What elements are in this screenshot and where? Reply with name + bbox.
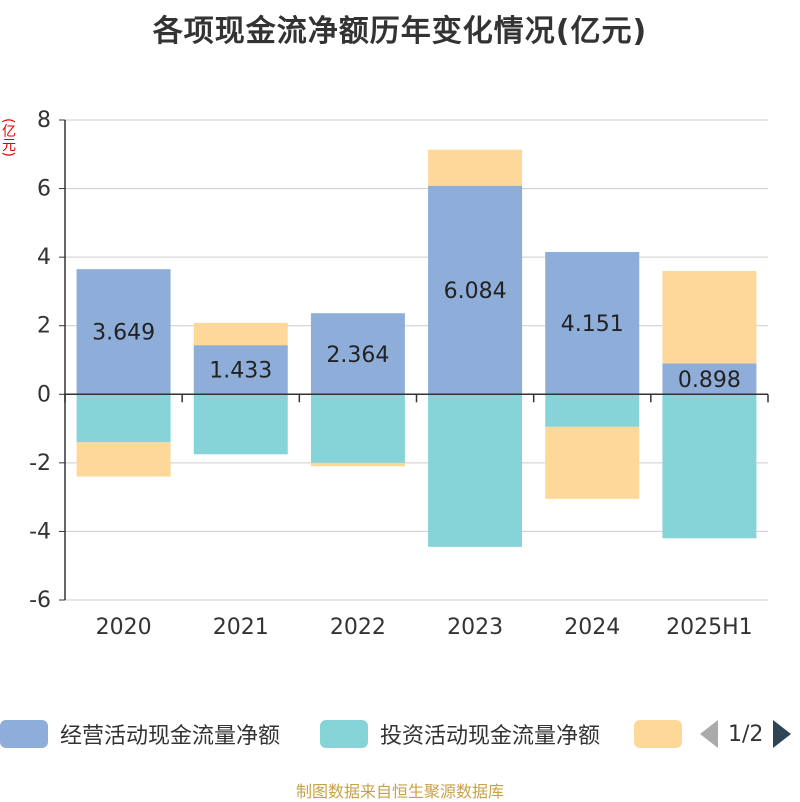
legend-label-operating: 经营活动现金流量净额 [60, 724, 281, 749]
bar-2-2021 [193, 394, 288, 455]
bar-2-2020 [76, 394, 171, 443]
bar-3-2023 [428, 149, 523, 186]
legend-swatch-investing [320, 720, 368, 748]
data-label: 1.433 [209, 359, 272, 384]
bar-2-2024 [545, 394, 640, 427]
bar-1-2024 [545, 251, 640, 395]
bar-1-2022 [310, 313, 405, 395]
bar-3-2024 [545, 426, 640, 499]
y-tick-label: -4 [29, 519, 51, 544]
bar-3-2020 [76, 442, 171, 477]
y-tick-label: -2 [29, 451, 51, 476]
source-note: 制图数据来自恒生聚源数据库 [295, 782, 504, 801]
bar-3-2025H1 [662, 270, 757, 364]
y-tick-label: -6 [29, 588, 51, 613]
data-label: 0.898 [678, 368, 741, 393]
data-label: 6.084 [444, 279, 507, 304]
legend: 经营活动现金流量净额 投资活动现金流量净额 [0, 716, 800, 752]
chart-area: 8 6 4 2 0 -2 -4 -6 3.649 1.433 2.364 6.084 4.151 0.89… [29, 108, 769, 640]
legend-item-investing[interactable]: 投资活动现金流量净额 [320, 716, 600, 752]
bar-3-2021 [193, 322, 288, 346]
legend-swatch-operating [0, 720, 48, 748]
data-label: 4.151 [561, 312, 624, 337]
bar-1-2025H1 [662, 363, 757, 395]
bar-2-2023 [428, 394, 523, 547]
legend-label-investing: 投资活动现金流量净额 [380, 724, 601, 749]
bar-2-2025H1 [662, 394, 757, 539]
data-label: 3.649 [92, 321, 155, 346]
y-tick-label: 8 [37, 108, 51, 133]
y-tick-label: 4 [37, 245, 51, 270]
pager-prev-icon[interactable] [700, 720, 718, 748]
y-tick-label: 2 [37, 314, 51, 339]
x-tick-label: 2021 [213, 615, 269, 640]
legend-item-third[interactable] [634, 716, 682, 752]
data-label: 2.364 [326, 343, 389, 368]
pager-text: 1/2 [728, 721, 764, 747]
y-tick-label: 6 [37, 177, 51, 202]
pager-next-icon[interactable] [773, 720, 792, 748]
x-tick-label: 2020 [96, 615, 152, 640]
x-tick-label: 2025H1 [666, 615, 753, 640]
legend-pager: 1/2 [700, 716, 792, 752]
legend-swatch-third [634, 720, 682, 748]
bar-3-2022 [310, 462, 405, 467]
bar-1-2021 [193, 345, 288, 395]
bar-1-2023 [428, 185, 523, 395]
chart-title: 各项现金流净额历年变化情况(亿元) [152, 14, 648, 49]
x-tick-label: 2024 [564, 615, 620, 640]
x-tick-label: 2022 [330, 615, 386, 640]
bar-1-2020 [76, 269, 171, 395]
x-tick-label: 2023 [447, 615, 503, 640]
y-axis-unit: (亿元) [0, 118, 16, 157]
legend-item-operating[interactable]: 经营活动现金流量净额 [0, 716, 280, 752]
y-tick-label: 0 [37, 382, 51, 407]
bar-2-2022 [310, 394, 405, 463]
